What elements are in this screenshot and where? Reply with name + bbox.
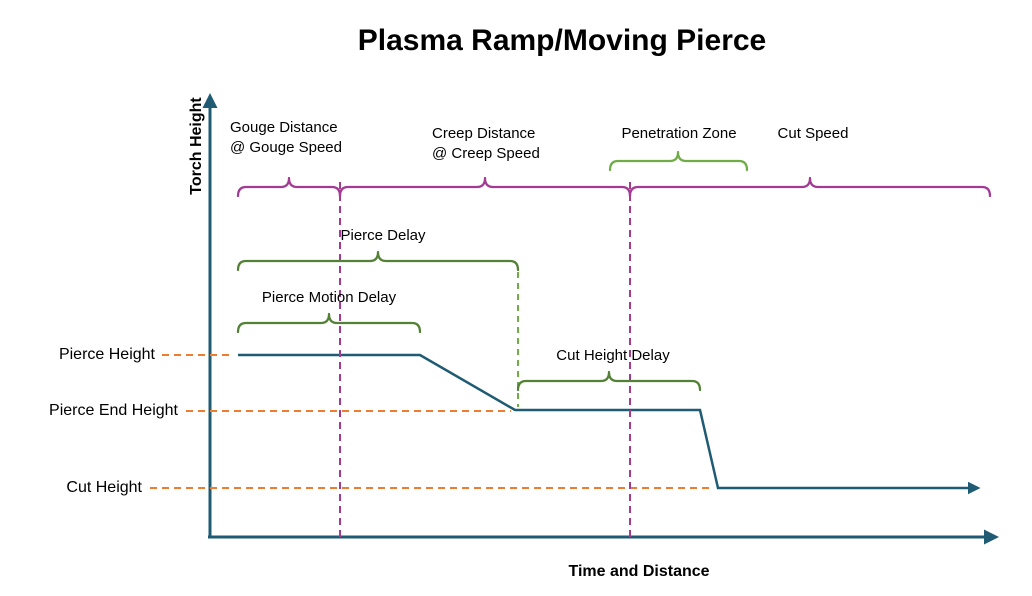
- cut-height-label: Cut Height: [66, 479, 142, 496]
- creep-distance-label: Creep Distance @ Creep Speed: [432, 125, 540, 162]
- pierce-end-height-label: Pierce End Height: [49, 402, 178, 419]
- y-axis-label: Torch Height: [188, 97, 205, 195]
- x-axis-label: Time and Distance: [568, 563, 710, 580]
- cut-height-delay-label: Cut Height Delay: [556, 347, 670, 364]
- pierce-height-label: Pierce Height: [58, 346, 155, 363]
- cut-speed-brace: [628, 176, 992, 198]
- pierce-delay-label: Pierce Delay: [340, 227, 426, 244]
- penetration-zone-brace: [608, 150, 749, 172]
- pierce-motion-delay-label: Pierce Motion Delay: [261, 289, 397, 306]
- pierce-delay-brace: [236, 250, 520, 272]
- penetration-zone-label: Penetration Zone: [621, 125, 737, 142]
- cut-speed-label: Cut Speed: [777, 125, 849, 142]
- torch-height-profile-line: [238, 353, 981, 495]
- diagram-title: Plasma Ramp/Moving Pierce: [357, 24, 767, 57]
- pierce-motion-delay-brace: [236, 312, 422, 334]
- gouge-distance-label: Gouge Distance @ Gouge Speed: [230, 119, 342, 156]
- cut-height-delay-brace: [516, 370, 702, 392]
- gouge-distance-brace: [236, 176, 342, 198]
- creep-distance-brace: [338, 176, 632, 198]
